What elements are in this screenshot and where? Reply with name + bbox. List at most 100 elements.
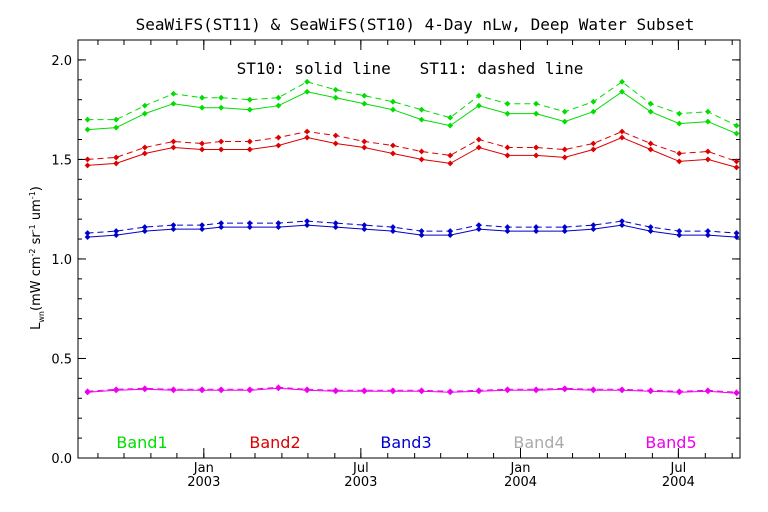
data-point-band2-st10 — [275, 142, 282, 149]
data-point-band2-st10 — [418, 156, 425, 163]
data-point-band5-st11 — [733, 389, 740, 396]
data-point-band5-st11 — [676, 388, 683, 395]
data-point-band3-st11 — [704, 228, 711, 235]
data-point-band2-st11 — [304, 128, 310, 135]
data-point-band2-st10 — [704, 156, 711, 163]
data-point-band5-st11 — [504, 386, 511, 393]
y-tick-label: 1.5 — [51, 153, 72, 168]
data-point-band1-st11 — [647, 100, 654, 107]
data-point-band3-st10 — [676, 232, 683, 238]
data-point-band2-st11 — [275, 134, 282, 141]
data-point-band1-st11 — [390, 98, 396, 105]
data-point-band1-st11 — [141, 102, 148, 109]
legend-band3: Band3 — [380, 433, 431, 452]
data-point-band1-st10 — [199, 104, 205, 111]
data-point-band2-st11 — [733, 158, 740, 165]
data-point-band1-st10 — [590, 108, 597, 115]
data-point-band2-st11 — [361, 138, 368, 145]
data-point-band2-st11 — [475, 136, 482, 143]
data-point-band1-st11 — [275, 94, 282, 101]
data-point-band2-st11 — [647, 140, 654, 147]
x-tick-month: Jul — [352, 461, 369, 476]
data-point-band3-st10 — [170, 226, 177, 233]
data-point-band3-st11 — [590, 222, 597, 229]
data-point-band2-st10 — [113, 160, 120, 167]
data-point-band5-st11 — [199, 386, 205, 393]
data-point-band3-st10 — [199, 226, 205, 233]
x-tick-year: 2003 — [344, 475, 377, 490]
data-point-band3-st11 — [141, 224, 148, 231]
data-point-band2-st10 — [561, 154, 568, 161]
data-point-band3-st11 — [390, 224, 396, 231]
data-point-band5-st11 — [141, 385, 148, 392]
svg-text:Lwn(mW cm-2 sr-1 um-1): Lwn(mW cm-2 sr-1 um-1) — [28, 186, 46, 330]
data-point-band1-st11 — [619, 78, 625, 85]
x-tick-year: 2003 — [187, 475, 220, 490]
data-point-band1-st10 — [619, 88, 625, 95]
data-point-band1-st11 — [533, 100, 540, 107]
data-point-band2-st10 — [533, 152, 540, 159]
x-tick-month: Jul — [670, 461, 687, 476]
y-axis-label: Lwn(mW cm-2 sr-1 um-1) — [28, 186, 46, 330]
data-point-band3-st11 — [84, 230, 91, 237]
data-point-band5-st11 — [533, 386, 540, 393]
data-point-band2-st11 — [447, 152, 454, 159]
y-label-tail: um — [29, 199, 44, 224]
data-point-band2-st10 — [218, 146, 225, 153]
plot-frame — [77, 39, 741, 459]
data-point-band3-st10 — [141, 228, 148, 235]
data-point-band3-st10 — [275, 224, 282, 231]
data-point-band3-st11 — [561, 224, 568, 231]
series-line-band1-st10 — [87, 91, 737, 135]
data-point-band1-st11 — [218, 94, 225, 101]
data-point-band3-st10 — [113, 232, 120, 238]
data-point-band1-st11 — [113, 116, 120, 123]
series-line-band2-st11 — [87, 131, 737, 162]
data-point-band1-st11 — [733, 122, 740, 129]
data-point-band3-st10 — [475, 226, 482, 233]
data-point-band2-st11 — [590, 140, 597, 147]
data-point-band1-st10 — [390, 106, 396, 113]
data-point-band5-st11 — [218, 386, 225, 393]
data-point-band1-st11 — [332, 86, 339, 93]
y-label-exp3: -1 — [28, 191, 37, 199]
data-point-band5-st11 — [704, 387, 711, 394]
data-point-band1-st10 — [113, 124, 120, 131]
data-point-band3-st11 — [246, 220, 253, 227]
data-point-band2-st10 — [733, 164, 740, 171]
data-point-band1-st10 — [304, 88, 310, 95]
data-point-band3-st11 — [332, 220, 339, 227]
data-point-band1-st10 — [561, 118, 568, 125]
data-point-band2-st11 — [504, 144, 511, 151]
x-tick-year: 2004 — [504, 475, 537, 490]
data-point-band1-st11 — [447, 114, 454, 121]
y-label-main: L — [29, 322, 44, 330]
data-point-band3-st11 — [418, 228, 425, 235]
data-point-band2-st11 — [141, 144, 148, 151]
data-point-band2-st11 — [84, 156, 91, 163]
data-point-band1-st10 — [246, 106, 253, 113]
data-point-band5-st11 — [84, 388, 91, 395]
data-point-band3-st10 — [619, 222, 625, 229]
data-point-band5-st11 — [170, 386, 177, 393]
data-point-band3-st10 — [84, 234, 91, 240]
data-point-band1-st10 — [170, 100, 177, 107]
data-point-band5-st11 — [275, 384, 282, 391]
data-point-band1-st11 — [361, 92, 368, 99]
series-line-band5-st10 — [87, 387, 737, 394]
data-point-band1-st11 — [170, 90, 177, 97]
data-point-band1-st10 — [218, 104, 225, 111]
data-point-band2-st11 — [170, 138, 177, 145]
data-point-band3-st11 — [676, 228, 683, 235]
data-point-band1-st10 — [676, 120, 683, 127]
y-label-close: ) — [29, 186, 44, 191]
y-tick-label: 0.5 — [51, 352, 72, 367]
data-point-band1-st10 — [533, 110, 540, 117]
chart-title: SeaWiFS(ST11) & SeaWiFS(ST10) 4-Day nLw,… — [136, 15, 695, 34]
data-point-band2-st10 — [475, 144, 482, 151]
data-point-band3-st10 — [418, 232, 425, 238]
plot-area: 0.00.51.01.52.0Jan2003Jul2003Jan2004Jul2… — [51, 40, 740, 490]
data-point-band5-st11 — [590, 386, 597, 393]
data-point-band3-st11 — [504, 224, 511, 231]
data-point-band1-st10 — [141, 110, 148, 117]
